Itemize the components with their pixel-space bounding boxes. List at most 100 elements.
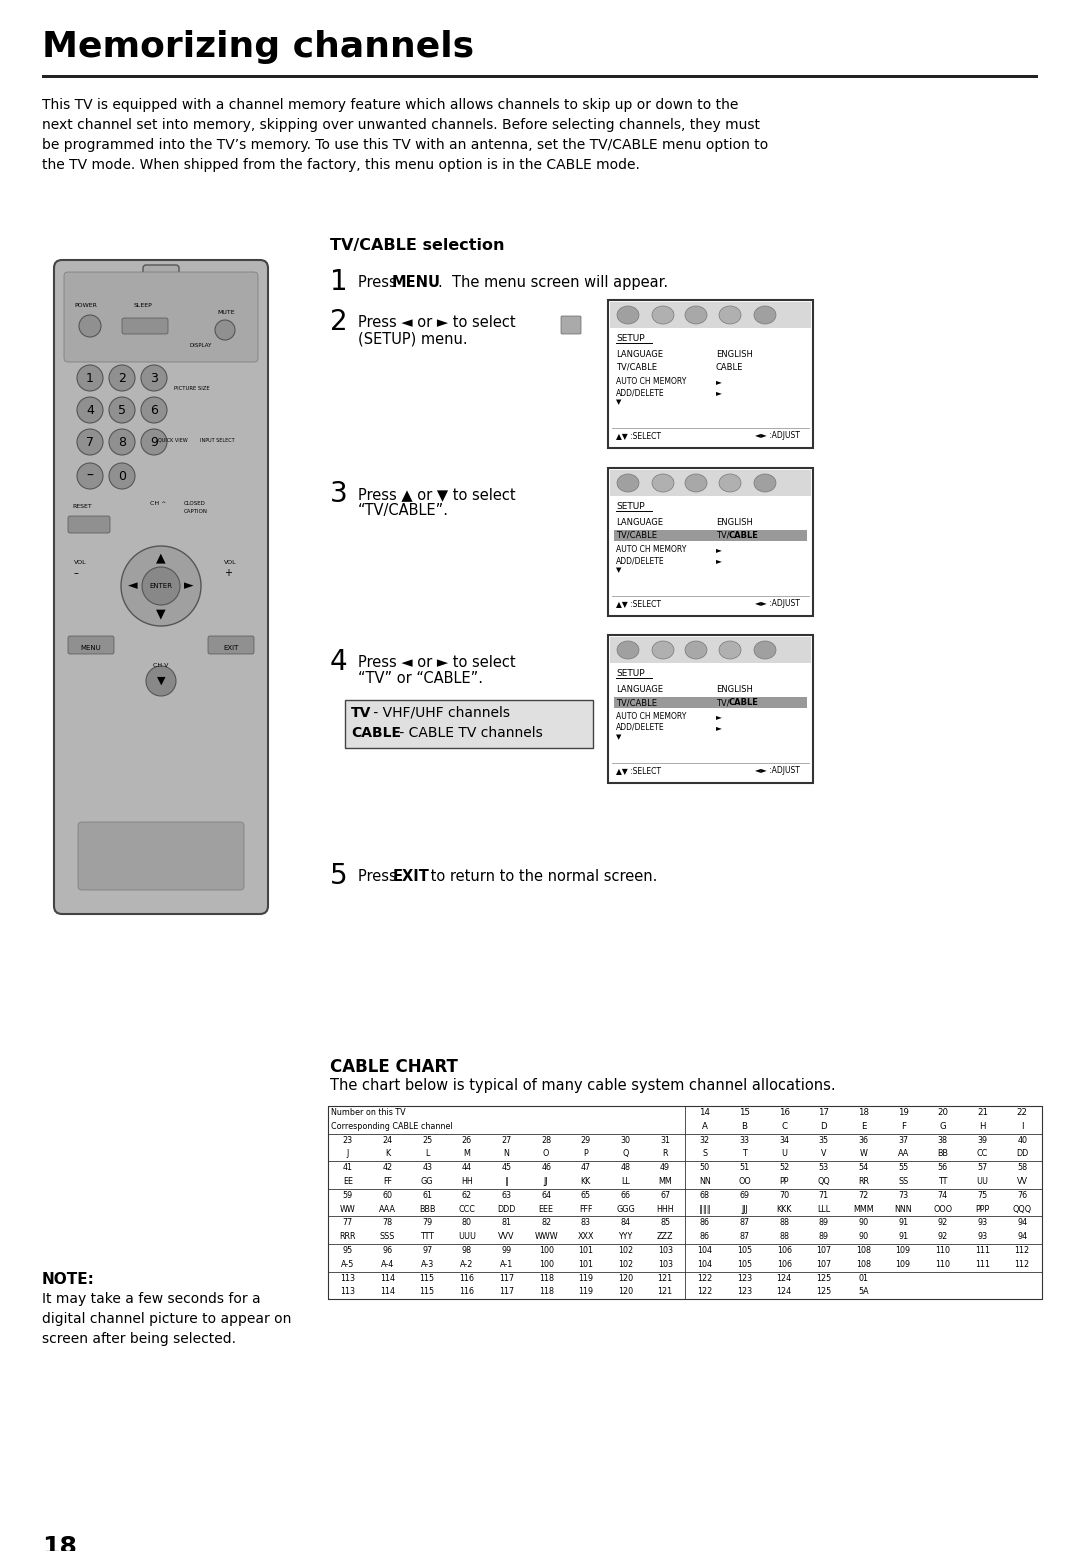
Text: ▼: ▼	[616, 734, 621, 740]
Text: 71: 71	[819, 1191, 828, 1200]
Circle shape	[121, 546, 201, 627]
Text: 9: 9	[150, 436, 158, 448]
Text: 102: 102	[618, 1259, 633, 1269]
Text: TTT: TTT	[420, 1231, 434, 1241]
Circle shape	[109, 430, 135, 454]
Text: 1: 1	[86, 372, 94, 385]
Text: 16: 16	[779, 1107, 789, 1117]
Text: E: E	[861, 1121, 866, 1131]
Text: 116: 116	[459, 1273, 474, 1283]
Text: EE: EE	[342, 1177, 353, 1187]
Text: TV/CABLE: TV/CABLE	[616, 698, 657, 707]
Text: RR: RR	[858, 1177, 869, 1187]
Text: Press ◄ or ► to select: Press ◄ or ► to select	[357, 655, 515, 670]
Text: A-4: A-4	[381, 1259, 394, 1269]
Text: 122: 122	[698, 1273, 713, 1283]
Text: 74: 74	[937, 1191, 948, 1200]
Text: V: V	[821, 1149, 826, 1159]
Text: RRR: RRR	[339, 1231, 356, 1241]
Text: 123: 123	[737, 1273, 752, 1283]
Text: NOTE:: NOTE:	[42, 1272, 95, 1287]
Text: 84: 84	[621, 1219, 631, 1227]
Ellipse shape	[617, 641, 639, 659]
Text: 19: 19	[897, 1107, 908, 1117]
Circle shape	[141, 397, 167, 423]
Text: 114: 114	[380, 1287, 395, 1297]
Text: 17: 17	[819, 1107, 829, 1117]
Text: WW: WW	[340, 1205, 355, 1213]
FancyBboxPatch shape	[68, 636, 114, 655]
Text: 46: 46	[541, 1163, 551, 1173]
Text: ◄► :ADJUST: ◄► :ADJUST	[755, 599, 800, 608]
Text: 120: 120	[618, 1273, 633, 1283]
Text: 91: 91	[899, 1219, 908, 1227]
Text: VV: VV	[1016, 1177, 1028, 1187]
Text: 4: 4	[330, 648, 348, 676]
Text: ►: ►	[716, 388, 721, 397]
Text: 113: 113	[340, 1287, 355, 1297]
Ellipse shape	[652, 641, 674, 659]
Text: 75: 75	[977, 1191, 987, 1200]
Text: P: P	[583, 1149, 589, 1159]
Text: 81: 81	[501, 1219, 512, 1227]
Text: QQQ: QQQ	[1013, 1205, 1031, 1213]
Text: Number on this TV: Number on this TV	[330, 1107, 406, 1117]
Text: HH: HH	[461, 1177, 473, 1187]
Bar	[345, 700, 593, 748]
Text: 95: 95	[342, 1245, 353, 1255]
Ellipse shape	[685, 475, 707, 492]
Text: AUTO CH MEMORY: AUTO CH MEMORY	[616, 377, 687, 386]
Text: 29: 29	[581, 1135, 591, 1145]
Text: ▲▼ :SELECT: ▲▼ :SELECT	[616, 599, 661, 608]
Circle shape	[79, 315, 102, 337]
Text: ▼: ▼	[616, 399, 621, 405]
Ellipse shape	[652, 306, 674, 324]
Text: W: W	[860, 1149, 867, 1159]
Text: PICTURE SIZE: PICTURE SIZE	[174, 386, 210, 391]
Text: 92: 92	[937, 1219, 948, 1227]
Circle shape	[141, 364, 167, 391]
Text: 92: 92	[937, 1231, 948, 1241]
Text: 106: 106	[777, 1245, 792, 1255]
Text: MM: MM	[659, 1177, 672, 1187]
Text: Press: Press	[357, 869, 402, 884]
Text: J: J	[347, 1149, 349, 1159]
Text: CABLE: CABLE	[351, 726, 401, 740]
FancyBboxPatch shape	[54, 261, 268, 914]
Ellipse shape	[685, 641, 707, 659]
Text: 112: 112	[1014, 1245, 1029, 1255]
Text: 32: 32	[700, 1135, 710, 1145]
Text: CABLE: CABLE	[716, 363, 743, 372]
Text: 31: 31	[660, 1135, 671, 1145]
FancyBboxPatch shape	[122, 318, 168, 333]
Text: 114: 114	[380, 1273, 395, 1283]
Text: VOL: VOL	[224, 560, 237, 565]
Text: 94: 94	[1017, 1219, 1027, 1227]
Text: CH ^: CH ^	[150, 501, 166, 506]
Text: A-1: A-1	[500, 1259, 513, 1269]
Ellipse shape	[652, 475, 674, 492]
Circle shape	[109, 464, 135, 489]
Text: +: +	[224, 568, 232, 579]
Bar	[608, 634, 813, 783]
Text: 118: 118	[539, 1287, 554, 1297]
Text: 89: 89	[819, 1231, 828, 1241]
Text: MUTE: MUTE	[217, 310, 234, 315]
Text: ENGLISH: ENGLISH	[716, 686, 753, 693]
Text: 66: 66	[621, 1191, 631, 1200]
Text: 21: 21	[977, 1107, 988, 1117]
Text: Memorizing channels: Memorizing channels	[42, 29, 474, 64]
Text: 36: 36	[859, 1135, 868, 1145]
Text: 20: 20	[937, 1107, 948, 1117]
Text: ▲: ▲	[157, 552, 166, 565]
Text: TV/: TV/	[716, 530, 730, 540]
Text: AUTO CH MEMORY: AUTO CH MEMORY	[616, 544, 687, 554]
Text: ►: ►	[716, 555, 721, 565]
Text: 104: 104	[698, 1259, 713, 1269]
Text: U: U	[781, 1149, 787, 1159]
Text: ADD/DELETE: ADD/DELETE	[616, 555, 664, 565]
Text: HHH: HHH	[657, 1205, 674, 1213]
Text: SLEEP: SLEEP	[134, 302, 152, 309]
Text: 25: 25	[422, 1135, 432, 1145]
Text: 115: 115	[420, 1273, 435, 1283]
